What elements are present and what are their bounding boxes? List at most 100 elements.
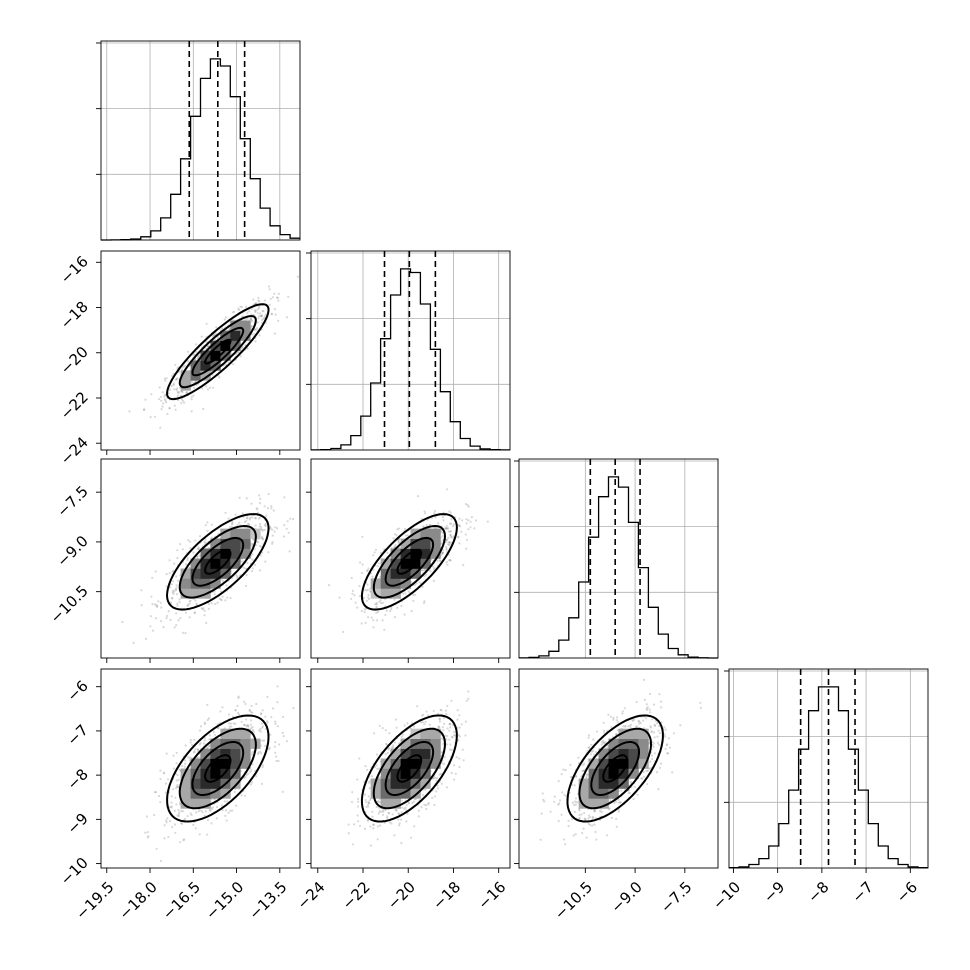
scatter-point <box>444 545 448 549</box>
scatter-point <box>449 530 452 533</box>
scatter-point <box>375 602 378 605</box>
scatter-point <box>465 522 468 525</box>
scatter-point <box>370 616 373 619</box>
scatter-point <box>257 305 260 308</box>
scatter-point <box>473 527 476 530</box>
scatter-point <box>367 805 370 808</box>
density-cell <box>210 578 221 589</box>
scatter-point <box>243 723 246 727</box>
scatter-point <box>261 725 264 728</box>
scatter-point <box>450 530 453 533</box>
scatter-point <box>211 386 215 389</box>
scatter-point <box>249 723 252 726</box>
scatter-point <box>165 401 168 404</box>
scatter-point <box>397 527 400 530</box>
scatter-point <box>454 772 457 775</box>
scatter-point <box>262 317 265 320</box>
scatter-point <box>381 813 385 816</box>
contour-level-1 <box>191 326 245 377</box>
scatter-point <box>400 604 403 608</box>
scatter-point <box>175 575 178 578</box>
scatter-point <box>260 722 263 725</box>
scatter-point <box>175 378 178 381</box>
scatter-point <box>240 347 243 350</box>
scatter-point <box>250 727 253 730</box>
scatter-point <box>447 536 450 539</box>
scatter-point <box>211 334 214 338</box>
scatter-point <box>156 604 159 608</box>
scatter-point <box>208 808 211 812</box>
scatter-point <box>150 393 153 396</box>
scatter-point <box>400 818 403 821</box>
scatter-point <box>216 336 220 339</box>
scatter-point <box>338 596 341 599</box>
scatter-point <box>151 603 154 606</box>
scatter-point <box>437 787 440 790</box>
scatter-point <box>168 407 171 410</box>
scatter-point <box>143 408 146 411</box>
scatter-point <box>257 299 260 302</box>
scatter-point <box>271 542 274 545</box>
scatter-point <box>259 525 262 528</box>
scatter-point <box>450 735 453 739</box>
scatter-point <box>171 580 175 583</box>
scatter-point <box>407 590 410 593</box>
scatter-point <box>380 602 383 605</box>
scatter-point <box>210 602 213 605</box>
scatter-point <box>425 573 428 576</box>
scatter-point <box>615 800 618 803</box>
scatter-point <box>636 793 639 797</box>
scatter-point <box>162 771 165 774</box>
scatter-point <box>428 523 432 527</box>
scatter-point <box>260 752 263 755</box>
scatter-point <box>385 609 388 612</box>
scatter-point <box>261 537 264 540</box>
scatter-point <box>244 584 248 588</box>
scatter-point <box>410 836 413 839</box>
scatter-point <box>367 781 371 784</box>
scatter-point <box>253 548 256 551</box>
scatter-point <box>359 561 362 564</box>
scatter-point <box>158 386 161 389</box>
scatter-point <box>176 377 179 380</box>
scatter-point <box>443 762 446 766</box>
scatter-point <box>445 525 448 528</box>
scatter-point <box>376 610 380 614</box>
scatter-point <box>165 617 168 620</box>
scatter-point <box>450 518 453 521</box>
scatter-point <box>447 530 450 533</box>
scatter-point <box>171 374 174 377</box>
scatter-point <box>244 702 247 706</box>
scatter-point <box>645 703 648 706</box>
scatter-point <box>175 762 178 765</box>
scatter-point <box>433 509 436 512</box>
scatter-panel-3-1 <box>306 668 511 873</box>
scatter-point <box>449 559 452 562</box>
scatter-point <box>172 383 175 387</box>
scatter-point <box>239 355 242 358</box>
scatter-point <box>165 752 168 755</box>
scatter-point <box>274 313 277 316</box>
scatter-point <box>213 733 217 737</box>
panel-frame <box>310 250 511 451</box>
scatter-point <box>230 725 233 728</box>
scatter-point <box>458 757 461 760</box>
scatter-point <box>177 399 180 402</box>
scatter-point <box>394 533 397 536</box>
scatter-point <box>651 718 654 721</box>
scatter-point <box>159 777 162 781</box>
scatter-point <box>184 762 187 765</box>
scatter-point <box>264 744 267 748</box>
scatter-point <box>458 524 461 527</box>
scatter-point <box>250 753 253 756</box>
scatter-point <box>264 313 267 316</box>
scatter-point <box>231 522 234 526</box>
scatter-point <box>243 520 246 524</box>
scatter-point <box>417 815 420 818</box>
scatter-point <box>577 756 580 759</box>
scatter-point <box>251 558 254 561</box>
scatter-point <box>379 551 382 554</box>
scatter-point <box>167 610 170 613</box>
scatter-point <box>384 613 387 617</box>
scatter-point <box>448 559 451 562</box>
